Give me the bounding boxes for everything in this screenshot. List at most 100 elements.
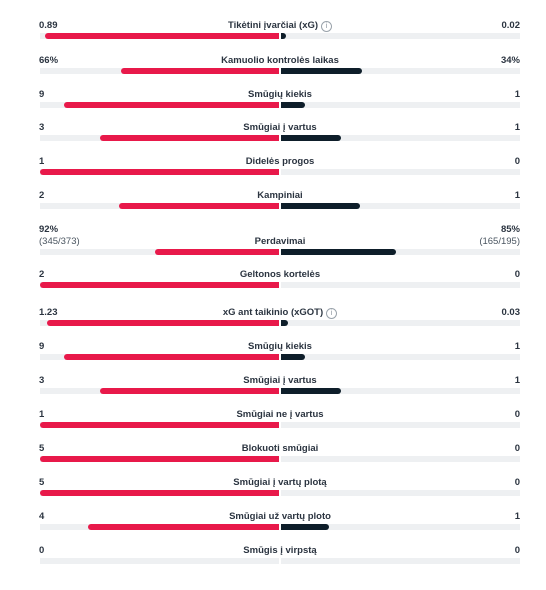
stat-label: Didelės progos: [140, 156, 420, 167]
stat-label-text: xG ant taikinio (xGOT): [222, 307, 324, 318]
stat-row: 66% 34% Kamuolio kontrolės laikas: [0, 55, 546, 85]
home-bar-track: [40, 320, 279, 326]
home-value: 5: [39, 477, 45, 488]
home-bar-track: [40, 282, 279, 288]
home-value: 2: [39, 269, 45, 280]
stat-row: 5 0 Blokuoti smūgiai: [0, 443, 546, 473]
stat-row: 2 1 Kampiniai: [0, 190, 546, 220]
home-value: 66%: [39, 55, 59, 66]
away-bar-track: [281, 422, 520, 428]
home-value: 3: [39, 122, 45, 133]
away-value: 0.03: [501, 307, 521, 318]
home-value: 92%: [39, 224, 59, 235]
stat-row: 1 0 Didelės progos: [0, 156, 546, 186]
home-value: 2: [39, 190, 45, 201]
stat-label: Smūgiai į vartus: [140, 122, 420, 133]
stat-label: Smūgis į virpstą: [140, 545, 420, 556]
away-bar-fill: [281, 68, 362, 74]
home-bar-fill: [88, 524, 279, 530]
stat-label: Smūgiai ne į vartus: [140, 409, 420, 420]
home-bar-fill: [40, 169, 279, 175]
stat-row: 1 0 Smūgiai ne į vartus: [0, 409, 546, 439]
away-bar-fill: [281, 354, 305, 360]
home-bar-fill: [119, 203, 279, 209]
away-value: 85%: [500, 224, 520, 235]
stat-label-text: Blokuoti smūgiai: [241, 443, 319, 454]
away-value: 1: [514, 511, 520, 522]
home-bar-fill: [40, 282, 279, 288]
home-value: 1.23: [39, 307, 58, 318]
away-value: 0: [514, 269, 520, 280]
home-bar-track: [40, 490, 279, 496]
home-bar-track: [40, 558, 279, 564]
away-bar-fill: [281, 203, 360, 209]
stat-row: 3 1 Smūgiai į vartus: [0, 375, 546, 405]
stat-label-text: Tikėtini įvarčiai (xG): [227, 20, 319, 31]
away-value: 0: [514, 545, 520, 556]
away-value: 1: [514, 341, 520, 352]
stat-row: 9 1 Smūgių kiekis: [0, 89, 546, 119]
home-bar-track: [40, 203, 279, 209]
home-bar-fill: [64, 102, 279, 108]
stat-label: Tikėtini įvarčiai (xG) i: [140, 20, 420, 32]
away-bar-fill: [281, 102, 305, 108]
stat-label: Blokuoti smūgiai: [140, 443, 420, 454]
stat-row: 92% 85% (345/373) (165/195) Perdavimai: [0, 224, 546, 255]
away-bar-fill: [281, 388, 341, 394]
away-value: 1: [514, 190, 520, 201]
away-bar-fill: [281, 524, 329, 530]
home-value: 1: [39, 409, 45, 420]
away-value: 1: [514, 122, 520, 133]
home-bar-fill: [40, 456, 279, 462]
stat-label-text: Didelės progos: [245, 156, 315, 167]
home-bar-track: [40, 249, 279, 255]
home-bar-fill: [47, 320, 279, 326]
stat-label-text: Kampiniai: [257, 190, 303, 201]
stat-label-text: Smūgiai į vartus: [243, 375, 317, 386]
stat-label-text: Smūgių kiekis: [248, 89, 312, 100]
stat-row: 5 0 Smūgiai į vartų plotą: [0, 477, 546, 507]
home-bar-fill: [100, 388, 279, 394]
stat-label: Kampiniai: [140, 190, 420, 201]
home-bar-fill: [40, 490, 279, 496]
home-bar-fill: [64, 354, 279, 360]
stat-row: 2 0 Geltonos kortelės: [0, 269, 546, 299]
stat-label: Geltonos kortelės: [140, 269, 420, 280]
away-bar-track: [281, 33, 520, 39]
home-value: 0.89: [39, 20, 58, 31]
stat-label-text: Smūgiai už vartų ploto: [229, 511, 331, 522]
stat-row: 0.89 0.02 Tikėtini įvarčiai (xG) i: [0, 20, 546, 50]
stat-row: 4 1 Smūgiai už vartų ploto: [0, 511, 546, 541]
away-bar-track: [281, 388, 520, 394]
away-bar-track: [281, 490, 520, 496]
stat-row: 0 0 Smūgis į virpstą: [0, 545, 546, 575]
stat-label: Smūgiai į vartų plotą: [140, 477, 420, 488]
home-bar-track: [40, 422, 279, 428]
home-bar-track: [40, 68, 279, 74]
stat-label-text: Perdavimai: [254, 236, 306, 247]
home-value: 9: [39, 89, 45, 100]
home-value: 4: [39, 511, 45, 522]
away-bar-track: [281, 354, 520, 360]
stat-label: Smūgiai į vartus: [140, 375, 420, 386]
away-value: 1: [514, 375, 520, 386]
stat-row: 1.23 0.03 xG ant taikinio (xGOT) i: [0, 307, 546, 337]
away-bar-track: [281, 524, 520, 530]
stat-row: 3 1 Smūgiai į vartus: [0, 122, 546, 152]
away-bar-track: [281, 558, 520, 564]
stat-label-text: Smūgių kiekis: [248, 341, 312, 352]
home-bar-fill: [100, 135, 279, 141]
away-value: 0: [514, 156, 520, 167]
away-bar-fill: [281, 33, 286, 39]
away-bar-track: [281, 320, 520, 326]
home-subvalue: (345/373): [39, 236, 80, 247]
home-bar-track: [40, 354, 279, 360]
away-value: 0.02: [501, 20, 521, 31]
info-icon[interactable]: i: [326, 308, 338, 319]
stat-label: Kamuolio kontrolės laikas: [140, 55, 420, 66]
info-icon[interactable]: i: [321, 21, 333, 32]
stat-label-text: Smūgiai ne į vartus: [236, 409, 324, 420]
stat-label: xG ant taikinio (xGOT) i: [140, 307, 420, 319]
away-bar-fill: [281, 320, 288, 326]
away-bar-track: [281, 282, 520, 288]
